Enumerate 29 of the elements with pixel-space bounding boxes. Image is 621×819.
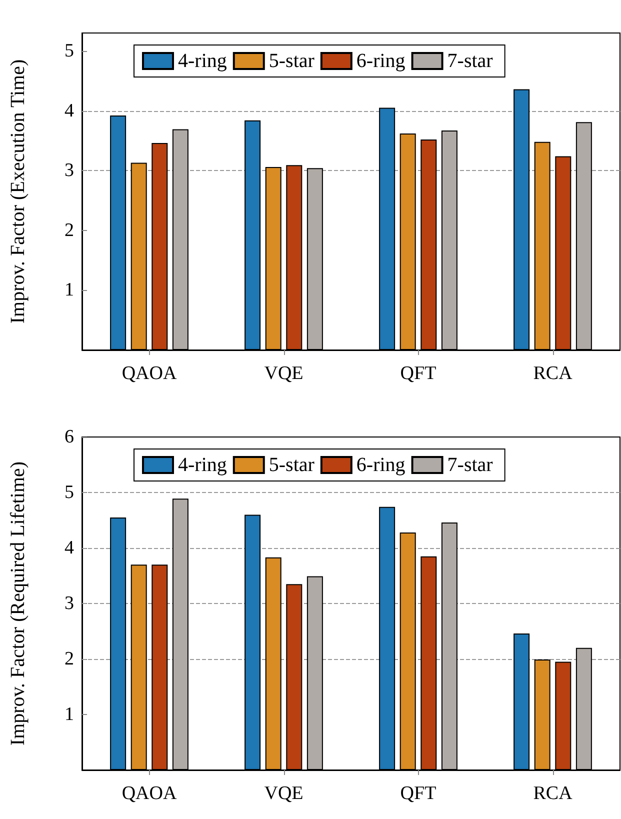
legend-label: 4-ring (178, 454, 227, 476)
y-tick-label: 3 (64, 160, 74, 182)
x-tick-label: QFT (400, 363, 437, 384)
y-tick-label: 5 (64, 482, 74, 503)
legend-label: 6-ring (356, 454, 406, 476)
legend-label: 6-ring (356, 50, 406, 72)
y-tick-label: 1 (64, 280, 74, 301)
y-tick-label: 2 (64, 220, 74, 241)
legend-label: 7-star (447, 454, 494, 476)
y-tick-label: 1 (64, 704, 74, 725)
legend-label: 5-star (268, 50, 315, 72)
legend-label: 7-star (447, 50, 494, 72)
y-tick-label: 6 (64, 426, 74, 448)
x-tick-label: QAOA (122, 783, 177, 804)
legend-label: 4-ring (178, 50, 227, 72)
x-tick-label: VQE (264, 783, 304, 804)
x-tick-label: RCA (533, 783, 573, 804)
y-axis-title: Improv. Factor (Required Lifetime) (7, 461, 29, 746)
y-tick-label: 4 (64, 538, 74, 558)
y-tick-label: 3 (64, 593, 74, 614)
y-axis-title: Improv. Factor (Execution Time) (7, 59, 29, 324)
y-tick-label: 5 (64, 40, 74, 62)
legend-label: 5-star (268, 454, 315, 476)
x-tick-label: RCA (533, 363, 573, 384)
x-tick-label: QAOA (122, 363, 177, 384)
x-tick-label: QFT (400, 783, 437, 804)
y-tick-label: 2 (64, 648, 74, 670)
y-tick-label: 4 (64, 100, 74, 122)
x-tick-label: VQE (264, 363, 304, 384)
